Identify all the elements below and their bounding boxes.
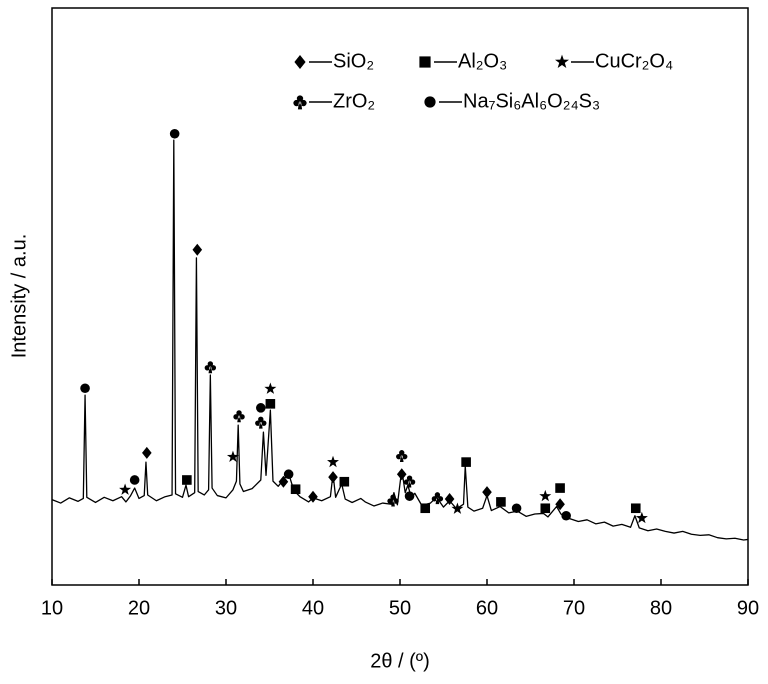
phase-marker	[233, 410, 245, 423]
legend-symbol	[555, 54, 569, 68]
phase-marker	[496, 497, 506, 507]
phase-marker	[630, 503, 641, 514]
x-tick-label: 40	[302, 597, 324, 619]
phase-marker	[339, 476, 350, 487]
phase-marker	[204, 361, 217, 374]
x-tick-label: 50	[389, 597, 411, 619]
legend-symbol	[419, 56, 431, 68]
legend-label: ZrO₂	[333, 90, 375, 112]
phase-marker	[396, 450, 408, 463]
phase-marker	[461, 457, 471, 467]
legend-label: SiO₂	[333, 50, 374, 72]
phase-marker	[404, 491, 415, 501]
phase-marker	[264, 382, 277, 394]
phase-marker	[308, 490, 318, 503]
phase-marker	[142, 446, 152, 459]
phase-marker	[265, 399, 276, 409]
phase-marker	[255, 403, 266, 413]
x-tick-label: 30	[215, 597, 237, 619]
phase-marker	[182, 475, 192, 485]
phase-marker	[255, 416, 267, 429]
legend-label: Al₂O₃	[458, 50, 507, 72]
phase-marker	[290, 484, 301, 495]
legend-label: Na₇Si₆Al₆O₂₄S₃	[463, 90, 600, 112]
phase-marker	[226, 450, 239, 462]
phase-marker	[387, 494, 399, 507]
phase-marker	[451, 502, 464, 514]
x-tick-label: 80	[650, 597, 672, 619]
legend-symbol	[294, 55, 306, 69]
x-tick-label: 60	[476, 597, 498, 619]
x-tick-label: 90	[737, 597, 759, 619]
phase-marker	[555, 498, 565, 511]
x-tick-label: 20	[128, 597, 150, 619]
phase-marker	[192, 243, 203, 256]
x-axis-label: 2θ / (º)	[370, 650, 430, 672]
phase-marker	[403, 475, 416, 488]
plot-frame	[51, 7, 749, 586]
phase-marker	[561, 510, 571, 521]
y-axis-label: Intensity / a.u.	[8, 234, 30, 359]
phase-marker	[444, 493, 455, 506]
phase-marker	[328, 471, 338, 484]
phase-marker	[169, 128, 180, 139]
x-tick-label: 70	[563, 597, 585, 619]
phase-marker	[431, 492, 444, 505]
phase-marker	[635, 511, 648, 524]
legend-symbol	[424, 96, 436, 108]
legend-symbol	[293, 95, 307, 110]
phase-marker	[283, 469, 294, 480]
x-tick-label: 10	[41, 597, 63, 619]
phase-marker	[129, 475, 140, 485]
phase-marker	[80, 383, 90, 394]
xrd-pattern	[51, 139, 749, 541]
phase-marker	[511, 503, 522, 514]
phase-marker	[119, 483, 132, 495]
phase-marker	[327, 455, 339, 468]
legend-label: CuCr₂O₄	[595, 50, 673, 72]
phase-marker	[540, 503, 551, 514]
phase-marker	[482, 486, 492, 499]
phase-marker	[396, 468, 407, 481]
phase-marker	[278, 475, 289, 488]
phase-marker	[539, 489, 552, 502]
phase-marker	[555, 483, 565, 493]
phase-marker	[420, 503, 431, 514]
